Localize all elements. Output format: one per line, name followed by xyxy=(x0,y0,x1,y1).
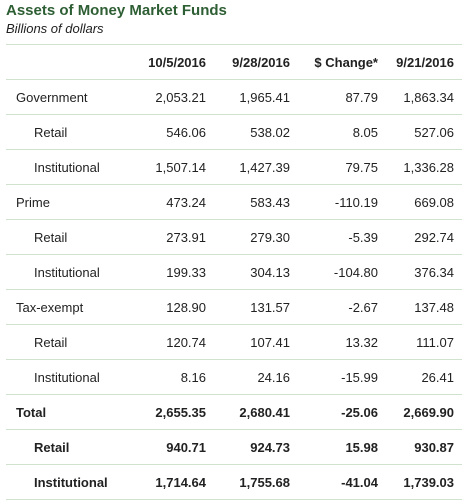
row-label: Institutional xyxy=(6,149,126,185)
row-label: Institutional xyxy=(6,464,126,500)
row-label: Tax-exempt xyxy=(6,289,126,325)
table-cell: 1,739.03 xyxy=(382,464,462,500)
table-cell: 15.98 xyxy=(294,429,382,465)
table-cell: 120.74 xyxy=(126,324,210,360)
table-row-total: Retail 940.71 924.73 15.98 930.87 xyxy=(6,429,462,465)
table-cell: 527.06 xyxy=(382,114,462,150)
table-row: Institutional 1,507.14 1,427.39 79.75 1,… xyxy=(6,149,462,185)
row-label: Retail xyxy=(6,114,126,150)
table-cell: 1,863.34 xyxy=(382,79,462,115)
table-cell: 538.02 xyxy=(210,114,294,150)
table-cell: 669.08 xyxy=(382,184,462,220)
table-cell: -5.39 xyxy=(294,219,382,255)
table-row: Institutional 199.33 304.13 -104.80 376.… xyxy=(6,254,462,290)
table-cell: 546.06 xyxy=(126,114,210,150)
table-cell: 26.41 xyxy=(382,359,462,395)
table-row: Prime 473.24 583.43 -110.19 669.08 xyxy=(6,184,462,220)
table-cell: 940.71 xyxy=(126,429,210,465)
table-cell: -110.19 xyxy=(294,184,382,220)
table-cell: 107.41 xyxy=(210,324,294,360)
row-label: Retail xyxy=(6,219,126,255)
table-cell: 87.79 xyxy=(294,79,382,115)
page: Assets of Money Market Funds Billions of… xyxy=(6,2,462,500)
table-cell: 1,965.41 xyxy=(210,79,294,115)
table-cell: 273.91 xyxy=(126,219,210,255)
table-header-row: 10/5/2016 9/28/2016 $ Change* 9/21/2016 xyxy=(6,44,462,80)
table-cell: 292.74 xyxy=(382,219,462,255)
table-cell: 1,714.64 xyxy=(126,464,210,500)
row-label: Institutional xyxy=(6,359,126,395)
table-cell: 376.34 xyxy=(382,254,462,290)
table-cell: -2.67 xyxy=(294,289,382,325)
table-cell: -25.06 xyxy=(294,394,382,430)
table-cell: -104.80 xyxy=(294,254,382,290)
column-header xyxy=(6,44,126,80)
table-cell: 1,755.68 xyxy=(210,464,294,500)
column-header: $ Change* xyxy=(294,44,382,80)
table-cell: 583.43 xyxy=(210,184,294,220)
table-row-total: Institutional 1,714.64 1,755.68 -41.04 1… xyxy=(6,464,462,500)
table-row: Government 2,053.21 1,965.41 87.79 1,863… xyxy=(6,79,462,115)
table-row: Institutional 8.16 24.16 -15.99 26.41 xyxy=(6,359,462,395)
table-cell: 2,655.35 xyxy=(126,394,210,430)
table-row: Retail 120.74 107.41 13.32 111.07 xyxy=(6,324,462,360)
table-cell: 2,669.90 xyxy=(382,394,462,430)
table-cell: -41.04 xyxy=(294,464,382,500)
page-title: Assets of Money Market Funds xyxy=(6,2,227,19)
row-label: Government xyxy=(6,79,126,115)
column-header: 9/28/2016 xyxy=(210,44,294,80)
table-cell: 8.16 xyxy=(126,359,210,395)
row-label: Institutional xyxy=(6,254,126,290)
table-row-total: Total 2,655.35 2,680.41 -25.06 2,669.90 xyxy=(6,394,462,430)
column-header: 9/21/2016 xyxy=(382,44,462,80)
table-cell: -15.99 xyxy=(294,359,382,395)
table-cell: 930.87 xyxy=(382,429,462,465)
table-cell: 131.57 xyxy=(210,289,294,325)
table-cell: 13.32 xyxy=(294,324,382,360)
table-row: Retail 273.91 279.30 -5.39 292.74 xyxy=(6,219,462,255)
table-cell: 473.24 xyxy=(126,184,210,220)
table-cell: 8.05 xyxy=(294,114,382,150)
row-label: Prime xyxy=(6,184,126,220)
table-cell: 128.90 xyxy=(126,289,210,325)
table-cell: 304.13 xyxy=(210,254,294,290)
row-label: Retail xyxy=(6,324,126,360)
table-row: Retail 546.06 538.02 8.05 527.06 xyxy=(6,114,462,150)
row-label: Retail xyxy=(6,429,126,465)
table-cell: 1,507.14 xyxy=(126,149,210,185)
row-label: Total xyxy=(6,394,126,430)
table-cell: 1,427.39 xyxy=(210,149,294,185)
table-cell: 199.33 xyxy=(126,254,210,290)
table-row: Tax-exempt 128.90 131.57 -2.67 137.48 xyxy=(6,289,462,325)
table-cell: 924.73 xyxy=(210,429,294,465)
assets-table: 10/5/2016 9/28/2016 $ Change* 9/21/2016 … xyxy=(6,44,462,500)
table-cell: 137.48 xyxy=(382,289,462,325)
table-cell: 2,680.41 xyxy=(210,394,294,430)
page-subtitle: Billions of dollars xyxy=(6,21,104,36)
table-cell: 24.16 xyxy=(210,359,294,395)
table-cell: 2,053.21 xyxy=(126,79,210,115)
column-header: 10/5/2016 xyxy=(126,44,210,80)
table-cell: 79.75 xyxy=(294,149,382,185)
table-cell: 279.30 xyxy=(210,219,294,255)
table-cell: 111.07 xyxy=(382,324,462,360)
table-cell: 1,336.28 xyxy=(382,149,462,185)
